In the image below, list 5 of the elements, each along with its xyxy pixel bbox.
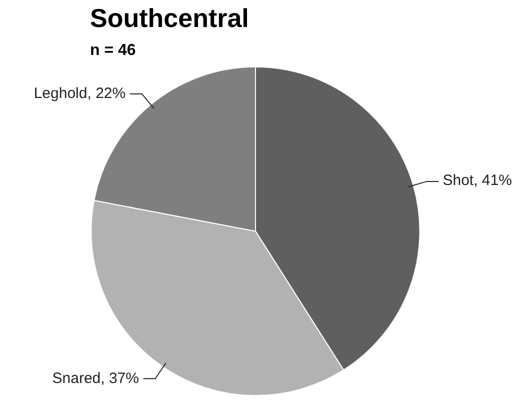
slice-label: Shot, 41%	[442, 171, 512, 192]
chart-title: Southcentral	[90, 2, 249, 33]
slice-label: Leghold, 22%	[34, 84, 126, 104]
chart-subtitle: n = 46	[90, 42, 136, 60]
slice-label: Snared, 37%	[52, 368, 139, 389]
